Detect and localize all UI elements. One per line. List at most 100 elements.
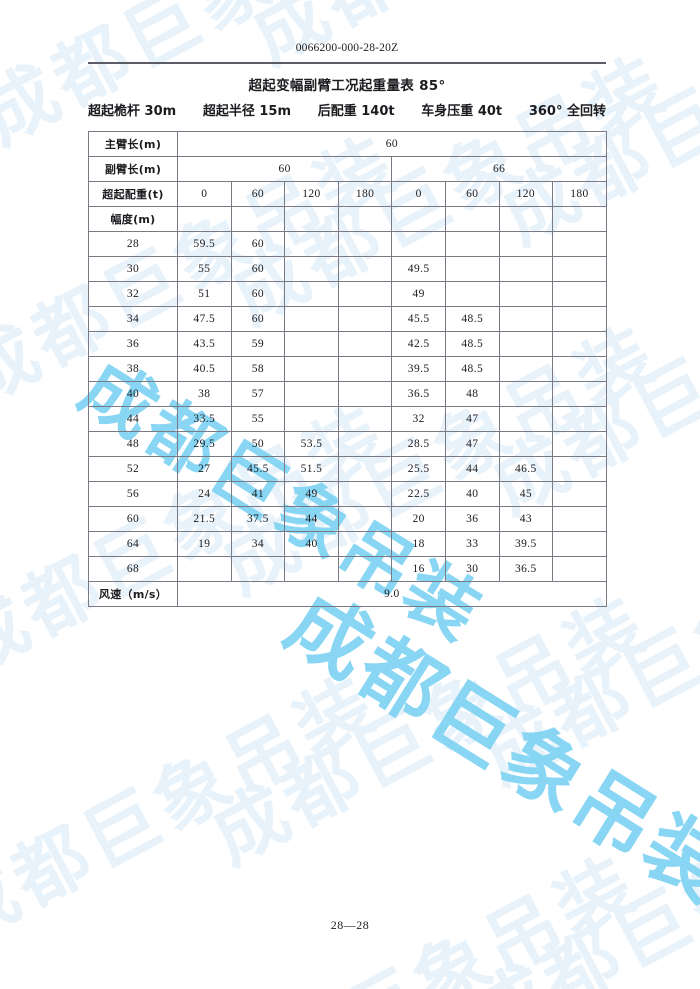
capacity-r3-c5: 48.5 bbox=[444, 306, 500, 332]
value-counterweight-1-text: 60 bbox=[251, 188, 265, 200]
capacity-r9-c5-text: 44 bbox=[466, 463, 479, 475]
capacity-r6-c4: 36.5 bbox=[391, 381, 446, 407]
capacity-r11-c3 bbox=[337, 506, 393, 532]
capacity-r3-c1: 60 bbox=[230, 306, 286, 332]
table-row: 64 19 34 40 18 33 39.5 bbox=[88, 531, 607, 557]
label-radius-text: 幅度(m) bbox=[110, 213, 156, 226]
capacity-r8-c4-text: 28.5 bbox=[407, 438, 430, 450]
table-row: 44 33.5 55 32 47 bbox=[88, 406, 607, 432]
capacity-r7-c2 bbox=[284, 406, 339, 432]
radius-value-7: 44 bbox=[88, 406, 178, 432]
label-wind-speed-text: 风速（m/s） bbox=[98, 588, 168, 601]
capacity-r0-c2 bbox=[284, 231, 339, 257]
capacity-r8-c6 bbox=[498, 431, 554, 457]
radius-value-4: 36 bbox=[88, 331, 178, 357]
label-counterweight: 超起配重(t) bbox=[88, 181, 178, 207]
value-counterweight-0: 0 bbox=[177, 181, 232, 207]
table-row: 28 59.5 60 bbox=[88, 231, 607, 257]
spec-item-4: 360° 全回转 bbox=[528, 104, 606, 119]
radius-header-spacer-4 bbox=[391, 206, 446, 232]
capacity-r4-c0-text: 43.5 bbox=[193, 338, 216, 350]
capacity-r2-c5 bbox=[444, 281, 500, 307]
capacity-r10-c7 bbox=[552, 481, 607, 507]
capacity-r13-c5: 30 bbox=[444, 556, 500, 582]
capacity-r0-c5 bbox=[444, 231, 500, 257]
radius-value-3-text: 34 bbox=[126, 313, 140, 325]
row-main-boom: 主臂长(m) 60 bbox=[88, 131, 607, 157]
capacity-r8-c2-text: 53.5 bbox=[300, 438, 323, 450]
spec-item-1: 超起半径 15m bbox=[202, 104, 292, 119]
capacity-r0-c0: 59.5 bbox=[177, 231, 232, 257]
value-main-boom: 60 bbox=[177, 131, 607, 157]
capacity-r8-c5-text: 47 bbox=[466, 438, 479, 450]
capacity-r9-c1: 45.5 bbox=[230, 456, 286, 482]
value-jib-group-1-text: 66 bbox=[492, 163, 506, 175]
radius-value-6: 40 bbox=[88, 381, 178, 407]
label-radius: 幅度(m) bbox=[88, 206, 178, 232]
label-jib-length: 副臂长(m) bbox=[88, 156, 178, 182]
document-number: 0066200-000-28-20Z bbox=[295, 42, 399, 54]
radius-header-spacer-1 bbox=[230, 206, 286, 232]
value-counterweight-5: 60 bbox=[444, 181, 500, 207]
capacity-r7-c3 bbox=[337, 406, 393, 432]
spec-item-2: 后配重 140t bbox=[317, 104, 395, 119]
radius-value-9: 52 bbox=[88, 456, 178, 482]
capacity-r13-c1 bbox=[230, 556, 286, 582]
radius-value-8-text: 48 bbox=[126, 438, 140, 450]
table-row: 40 38 57 36.5 48 bbox=[88, 381, 607, 407]
capacity-r11-c5: 36 bbox=[444, 506, 500, 532]
capacity-r4-c4-text: 42.5 bbox=[407, 338, 430, 350]
value-counterweight-3-text: 180 bbox=[355, 188, 375, 200]
capacity-r10-c0: 24 bbox=[177, 481, 232, 507]
row-counterweight: 超起配重(t) 0 60 120 180 0 60 120 180 bbox=[88, 181, 607, 207]
capacity-r2-c1: 60 bbox=[230, 281, 286, 307]
row-radius-header: 幅度(m) bbox=[88, 206, 607, 232]
capacity-r12-c2: 40 bbox=[284, 531, 339, 557]
label-main-boom-text: 主臂长(m) bbox=[104, 138, 162, 151]
capacity-r0-c7 bbox=[552, 231, 607, 257]
capacity-r11-c1-text: 37.5 bbox=[247, 513, 269, 525]
capacity-r9-c3 bbox=[337, 456, 393, 482]
capacity-r13-c2 bbox=[284, 556, 339, 582]
value-jib-group-0: 60 bbox=[176, 156, 393, 182]
radius-value-8: 48 bbox=[88, 431, 178, 457]
capacity-r7-c4: 32 bbox=[391, 406, 446, 432]
value-counterweight-7: 180 bbox=[552, 181, 607, 207]
radius-value-13-text: 68 bbox=[126, 563, 140, 575]
radius-value-9-text: 52 bbox=[126, 463, 140, 475]
capacity-r6-c1-text: 57 bbox=[251, 388, 265, 400]
capacity-r5-c4: 39.5 bbox=[391, 356, 446, 382]
radius-value-2: 32 bbox=[88, 281, 178, 307]
table-row: 60 21.5 37.5 44 20 36 43 bbox=[88, 506, 607, 532]
capacity-r3-c2 bbox=[284, 306, 339, 332]
capacity-r3-c0: 47.5 bbox=[177, 306, 232, 332]
capacity-r6-c3 bbox=[337, 381, 393, 407]
capacity-r5-c4-text: 39.5 bbox=[407, 363, 430, 375]
capacity-r8-c1-text: 50 bbox=[251, 438, 265, 450]
capacity-r1-c4-text: 49.5 bbox=[407, 263, 430, 275]
capacity-r4-c1: 59 bbox=[230, 331, 286, 357]
capacity-r2-c6 bbox=[498, 281, 554, 307]
capacity-r13-c4-text: 16 bbox=[412, 563, 425, 575]
radius-value-4-text: 36 bbox=[126, 338, 140, 350]
value-counterweight-1: 60 bbox=[230, 181, 286, 207]
capacity-r5-c1: 58 bbox=[230, 356, 286, 382]
capacity-r11-c4: 20 bbox=[391, 506, 446, 532]
capacity-r11-c6: 43 bbox=[498, 506, 554, 532]
capacity-r10-c6: 45 bbox=[498, 481, 554, 507]
load-capacity-table: 主臂长(m) 60 副臂长(m) 60 66 超起配重(t) 0 60 120 180 0 60 120… bbox=[88, 131, 607, 607]
capacity-r2-c0: 51 bbox=[177, 281, 232, 307]
capacity-r11-c5-text: 36 bbox=[466, 513, 479, 525]
capacity-r6-c5-text: 48 bbox=[466, 388, 479, 400]
capacity-r2-c0-text: 51 bbox=[198, 288, 211, 300]
label-jib-length-text: 副臂长(m) bbox=[104, 163, 162, 176]
capacity-r7-c1: 55 bbox=[230, 406, 286, 432]
capacity-r6-c4-text: 36.5 bbox=[407, 388, 430, 400]
capacity-r5-c5: 48.5 bbox=[444, 356, 500, 382]
capacity-r1-c6 bbox=[498, 256, 554, 282]
capacity-r4-c7 bbox=[552, 331, 607, 357]
capacity-r10-c3 bbox=[337, 481, 393, 507]
table-row: 32 51 60 49 bbox=[88, 281, 607, 307]
capacity-r5-c0: 40.5 bbox=[177, 356, 232, 382]
page-number: 28—28 bbox=[330, 918, 370, 932]
